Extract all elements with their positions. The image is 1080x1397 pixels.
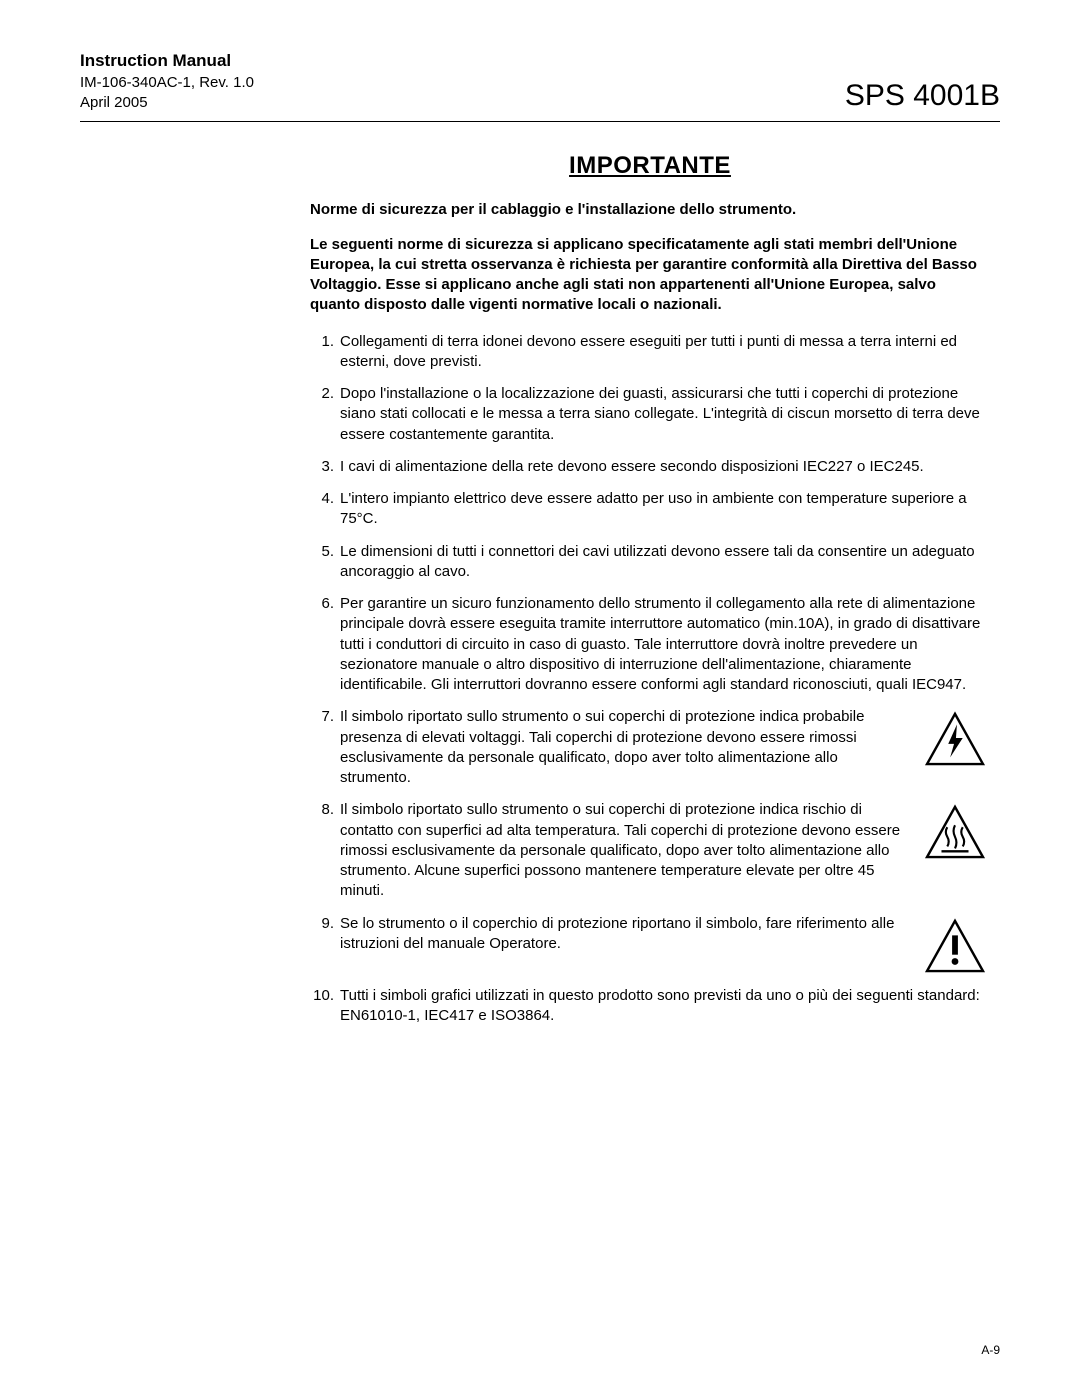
doc-ref: IM-106-340AC-1, Rev. 1.0 (80, 73, 254, 93)
safety-item-text: Il simbolo riportato sullo strumento o s… (340, 800, 902, 901)
hot-surface-icon (920, 800, 990, 860)
page-number: A-9 (981, 1343, 1000, 1357)
safety-item-2: Dopo l'installazione o la localizzazione… (334, 384, 990, 445)
intro-paragraph: Le seguenti norme di sicurezza si applic… (310, 235, 990, 316)
safety-item-1: Collegamenti di terra idonei devono esse… (334, 332, 990, 373)
product-name: SPS 4001B (845, 79, 1000, 113)
safety-item-10: Tutti i simboli grafici utilizzati in qu… (334, 986, 990, 1027)
doc-date: April 2005 (80, 93, 254, 113)
safety-item-7: Il simbolo riportato sullo strumento o s… (334, 707, 990, 788)
content-body: IMPORTANTE Norme di sicurezza per il cab… (80, 152, 1000, 1026)
safety-item-5: Le dimensioni di tutti i connettori dei … (334, 542, 990, 583)
intro-line-1: Norme di sicurezza per il cablaggio e l'… (310, 200, 990, 220)
safety-item-4: L'intero impianto elettrico deve essere … (334, 489, 990, 530)
safety-list: Collegamenti di terra idonei devono esse… (310, 332, 990, 1027)
safety-item-3: I cavi di alimentazione della rete devon… (334, 457, 990, 477)
high-voltage-icon (920, 707, 990, 767)
safety-item-text: Se lo strumento o il coperchio di protez… (340, 914, 902, 955)
page-header: Instruction Manual IM-106-340AC-1, Rev. … (80, 50, 1000, 122)
safety-item-8: Il simbolo riportato sullo strumento o s… (334, 800, 990, 901)
safety-item-6: Per garantire un sicuro funzionamento de… (334, 594, 990, 695)
main-heading: IMPORTANTE (310, 152, 990, 180)
caution-icon (920, 914, 990, 974)
safety-item-9: Se lo strumento o il coperchio di protez… (334, 914, 990, 974)
header-left: Instruction Manual IM-106-340AC-1, Rev. … (80, 50, 254, 113)
manual-title: Instruction Manual (80, 50, 254, 73)
safety-item-text: Il simbolo riportato sullo strumento o s… (340, 707, 902, 788)
